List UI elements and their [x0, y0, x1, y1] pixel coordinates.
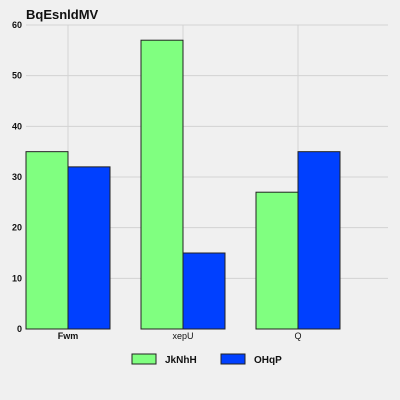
bar-OHqP-Q — [297, 151, 341, 330]
legend-label: JkNhH — [165, 355, 197, 366]
y-tick-label: 30 — [12, 172, 22, 182]
bars — [25, 39, 341, 330]
bar-OHqP-Fwm — [67, 166, 111, 330]
y-tick-label: 20 — [12, 223, 22, 233]
bar-JkNhH-Fwm — [25, 151, 69, 330]
bar-OHqP-xepU — [182, 252, 226, 330]
x-tick-label: xepU — [172, 331, 193, 341]
x-tick-label: Fwm — [58, 331, 79, 341]
legend: JkNhH OHqP — [131, 353, 282, 366]
y-tick-label: 10 — [12, 273, 22, 283]
y-tick-label: 40 — [12, 121, 22, 131]
y-axis-ticks: 0 10 20 30 40 50 60 — [12, 20, 22, 334]
chart-title: BqEsnldMV — [26, 7, 99, 22]
legend-swatch — [131, 353, 157, 365]
y-tick-label: 50 — [12, 71, 22, 81]
legend-label: OHqP — [254, 355, 282, 366]
legend-swatch — [220, 353, 246, 365]
bar-JkNhH-xepU — [140, 39, 184, 330]
y-tick-label: 0 — [17, 324, 22, 334]
x-axis-ticks: Fwm xepU Q — [58, 331, 302, 341]
bar-JkNhH-Q — [255, 191, 299, 330]
y-tick-label: 60 — [12, 20, 22, 30]
x-tick-label: Q — [294, 331, 301, 341]
